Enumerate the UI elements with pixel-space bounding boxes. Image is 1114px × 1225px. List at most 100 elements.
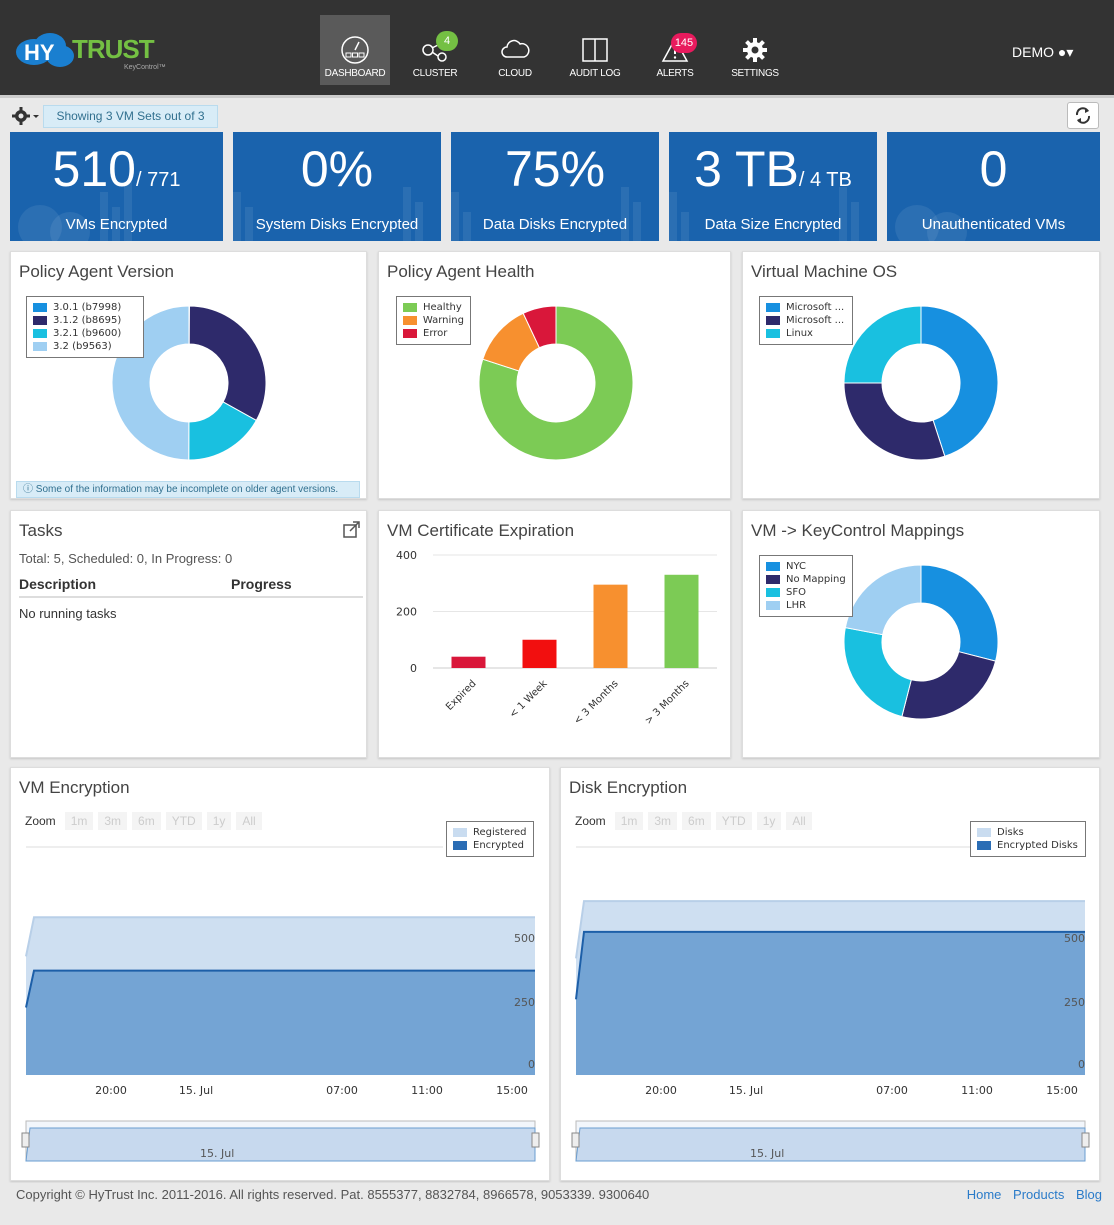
y-tick-label: 250 bbox=[514, 996, 535, 1009]
bar[interactable] bbox=[451, 656, 486, 668]
area-series[interactable] bbox=[26, 970, 535, 1075]
legend-item[interactable]: Healthy bbox=[403, 301, 464, 314]
zoom-6m-button[interactable]: 6m bbox=[682, 812, 711, 830]
legend-item[interactable]: 3.1.2 (b8695) bbox=[33, 314, 137, 327]
zoom-1y-button[interactable]: 1y bbox=[206, 812, 232, 830]
footer-link-products[interactable]: Products bbox=[1013, 1187, 1065, 1202]
tile-caption: System Disks Encrypted bbox=[255, 216, 419, 233]
legend-item[interactable]: Error bbox=[403, 327, 464, 340]
legend-item[interactable]: NYC bbox=[766, 560, 846, 573]
panel-title: VM Encryption bbox=[19, 778, 130, 797]
legend-item[interactable]: 3.2.1 (b9600) bbox=[33, 327, 137, 340]
legend-item[interactable]: Microsoft ... bbox=[766, 301, 846, 314]
x-tick-label: 07:00 bbox=[876, 1084, 908, 1097]
book-icon bbox=[582, 38, 608, 62]
external-link-icon[interactable] bbox=[343, 520, 361, 538]
zoom-1m-button[interactable]: 1m bbox=[64, 812, 94, 830]
zoom-1m-button[interactable]: 1m bbox=[614, 812, 644, 830]
legend-item[interactable]: Disks bbox=[977, 826, 1079, 839]
zoom-all-button[interactable]: All bbox=[786, 812, 812, 830]
legend-label: Microsoft ... bbox=[786, 302, 845, 313]
pie-slice[interactable] bbox=[901, 651, 997, 720]
refresh-button[interactable] bbox=[1067, 102, 1099, 129]
info-note-text: Some of the information may be incomplet… bbox=[35, 484, 339, 495]
column-header-description[interactable]: Description bbox=[19, 576, 97, 592]
gear-icon bbox=[743, 38, 767, 62]
area-series[interactable] bbox=[576, 931, 1085, 1075]
nav-dashboard[interactable]: DASHBOARD bbox=[320, 15, 390, 85]
panel-title: VM -> KeyControl Mappings bbox=[751, 521, 965, 540]
pie-slice[interactable] bbox=[843, 382, 946, 461]
zoom-all-button[interactable]: All bbox=[236, 812, 262, 830]
nav-settings[interactable]: SETTINGS bbox=[720, 15, 790, 85]
nav-audit-log[interactable]: AUDIT LOG bbox=[560, 15, 630, 85]
legend-label: Registered bbox=[473, 827, 527, 838]
navigator-handle-left[interactable] bbox=[571, 1132, 580, 1148]
zoom-controls: Zoom 1m 3m 6m YTD 1y All bbox=[575, 812, 812, 830]
legend-item[interactable]: Warning bbox=[403, 314, 464, 327]
user-menu[interactable]: DEMO ●▾ bbox=[1012, 44, 1073, 61]
zoom-3m-button[interactable]: 3m bbox=[98, 812, 128, 830]
legend-label: Error bbox=[423, 328, 448, 339]
vm-set-gear-dropdown[interactable] bbox=[11, 106, 41, 126]
footer-link-blog[interactable]: Blog bbox=[1075, 1187, 1102, 1202]
copyright-text: Copyright © HyTrust Inc. 2011-2016. All … bbox=[16, 1187, 650, 1202]
legend-item[interactable]: 3.2 (b9563) bbox=[33, 340, 137, 353]
nav-cloud[interactable]: CLOUD bbox=[480, 15, 550, 85]
panel-policy-agent-health: Policy Agent Health Healthy Warning Erro… bbox=[378, 251, 731, 499]
bar[interactable] bbox=[593, 584, 628, 668]
column-header-progress[interactable]: Progress bbox=[231, 576, 292, 592]
legend-item[interactable]: Encrypted Disks bbox=[977, 839, 1079, 852]
chart-legend: Registered Encrypted bbox=[446, 821, 534, 857]
pie-slice[interactable] bbox=[478, 305, 634, 461]
legend-item[interactable]: 3.0.1 (b7998) bbox=[33, 301, 137, 314]
hytrust-logo[interactable]: HY TRUST KeyControl™ bbox=[14, 30, 166, 74]
chart-legend: Disks Encrypted Disks bbox=[970, 821, 1086, 857]
zoom-ytd-button[interactable]: YTD bbox=[715, 812, 752, 830]
navigator-handle-right[interactable] bbox=[531, 1132, 540, 1148]
vm-encryption-area-chart: 0 250 500 20:00 15. Jul 07:00 11:00 15:00 15. Ju… bbox=[21, 846, 540, 1162]
x-tick-label: > 3 Months bbox=[643, 678, 692, 727]
policy-version-donut-chart bbox=[111, 305, 267, 461]
pie-slice[interactable] bbox=[522, 305, 557, 349]
legend-item[interactable]: Registered bbox=[453, 826, 527, 839]
cluster-badge: 4 bbox=[436, 31, 458, 51]
legend-swatch bbox=[766, 575, 780, 584]
legend-label: Microsoft ... bbox=[786, 315, 845, 326]
pie-slice[interactable] bbox=[920, 305, 999, 457]
zoom-6m-button[interactable]: 6m bbox=[132, 812, 161, 830]
navigator-handle-right[interactable] bbox=[1081, 1132, 1090, 1148]
pie-slice[interactable] bbox=[843, 305, 922, 384]
pie-slice[interactable] bbox=[843, 626, 912, 718]
tile-subvalue: / 4 TB bbox=[798, 169, 852, 191]
bar[interactable] bbox=[664, 574, 699, 668]
logo-subtitle: KeyControl™ bbox=[124, 64, 166, 71]
pie-slice[interactable] bbox=[188, 305, 267, 422]
legend-item[interactable]: Microsoft ... bbox=[766, 314, 846, 327]
x-tick-label: 07:00 bbox=[326, 1084, 358, 1097]
logo-cloud-icon: HY bbox=[16, 33, 74, 67]
legend-item[interactable]: Linux bbox=[766, 327, 846, 340]
zoom-3m-button[interactable]: 3m bbox=[648, 812, 678, 830]
navigator-handle-left[interactable] bbox=[21, 1132, 30, 1148]
tile-value: 0% bbox=[300, 141, 374, 197]
zoom-ytd-button[interactable]: YTD bbox=[165, 812, 202, 830]
y-tick-label: 250 bbox=[1064, 996, 1085, 1009]
zoom-label: Zoom bbox=[25, 814, 56, 828]
pie-slice[interactable] bbox=[920, 564, 999, 662]
footer-link-home[interactable]: Home bbox=[966, 1187, 1002, 1202]
pie-slice[interactable] bbox=[844, 564, 922, 636]
panel-title: Virtual Machine OS bbox=[751, 262, 898, 281]
tile-value: 510 bbox=[52, 141, 136, 197]
nav-alerts[interactable]: 145 ALERTS bbox=[640, 15, 710, 85]
legend-item[interactable]: No Mapping bbox=[766, 573, 846, 586]
bar[interactable] bbox=[522, 639, 557, 668]
legend-item[interactable]: Encrypted bbox=[453, 839, 527, 852]
legend-item[interactable]: SFO bbox=[766, 586, 846, 599]
gear-icon bbox=[12, 107, 39, 125]
panel-tasks: Tasks Total: 5, Scheduled: 0, In Progres… bbox=[10, 510, 367, 758]
tile-subvalue: / 771 bbox=[135, 169, 181, 191]
nav-cluster[interactable]: 4 CLUSTER bbox=[400, 15, 470, 85]
zoom-1y-button[interactable]: 1y bbox=[756, 812, 782, 830]
legend-item[interactable]: LHR bbox=[766, 599, 846, 612]
